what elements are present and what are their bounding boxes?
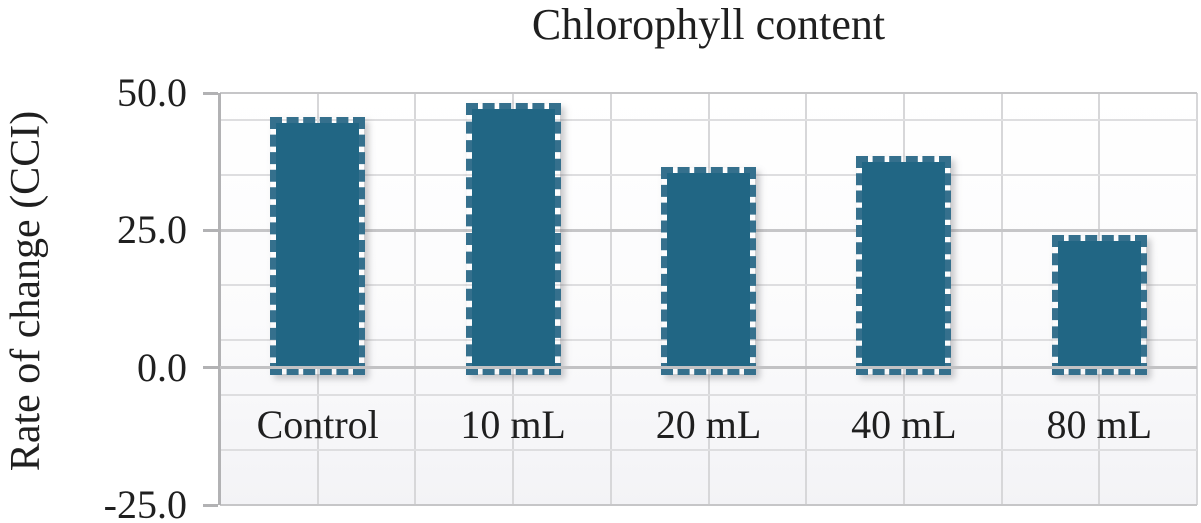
horizontal-minor-gridline (220, 449, 1197, 452)
zero-gridline-overlay (220, 366, 1197, 369)
y-axis-tick-label: -25.0 (103, 482, 187, 523)
y-axis-tick-label: 25.0 (117, 207, 187, 253)
x-axis-category-label: 10 mL (460, 401, 566, 447)
plot-area: Control 10 mL 20 mL 40 mL 80 mL (218, 91, 1198, 507)
vertical-gridline (1000, 93, 1003, 505)
y-axis-tick (203, 228, 218, 232)
vertical-gridline (609, 93, 612, 505)
horizontal-minor-gridline (220, 394, 1197, 397)
chart-title: Chlorophyll content (531, 0, 886, 49)
bar-control (270, 117, 366, 375)
y-axis-tick-label: 0.0 (137, 344, 187, 390)
horizontal-major-gridline (220, 91, 1197, 95)
bar-20-ml (661, 166, 756, 375)
bar-10-ml (465, 103, 561, 375)
x-axis-category-label: 40 mL (851, 401, 957, 447)
x-axis-category-label: Control (256, 401, 379, 447)
y-axis-tick (203, 503, 218, 507)
y-axis-title-text: Rate of change (CCI) (3, 110, 49, 472)
vertical-gridline (414, 93, 417, 505)
y-axis-tick (203, 91, 218, 95)
bar-40-ml (856, 155, 952, 375)
y-axis-tick-label: 50.0 (117, 70, 187, 115)
y-axis-line (218, 93, 221, 505)
horizontal-minor-gridline (220, 119, 1197, 122)
bar-80-ml (1051, 235, 1147, 375)
vertical-gridline (1196, 93, 1198, 505)
vertical-gridline (805, 93, 808, 505)
horizontal-major-gridline (220, 503, 1197, 507)
y-axis-tick (203, 366, 218, 370)
x-axis-category-label: 80 mL (1046, 401, 1153, 447)
x-axis-category-label: 20 mL (655, 401, 762, 447)
